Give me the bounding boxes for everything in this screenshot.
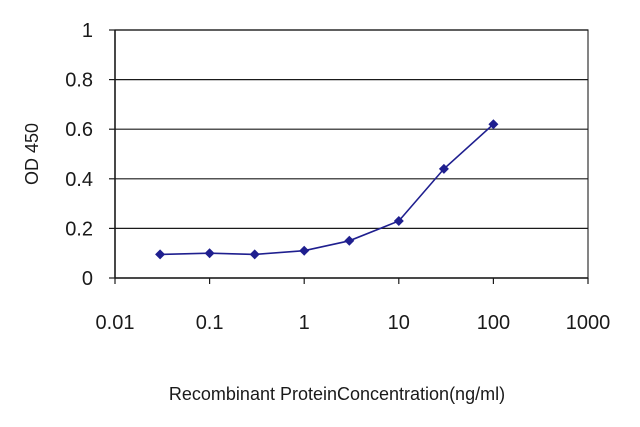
data-point [438,163,449,174]
y-tick-label: 0 [82,268,93,290]
y-axis-title: OD 450 [22,123,42,185]
series-line [160,123,494,256]
y-tick-label: 1 [82,20,93,42]
data-point [299,245,310,256]
x-tick-label: 1000 [566,312,611,334]
x-tick-label: 100 [477,312,510,334]
data-point [204,248,215,259]
y-axis-ticks: 0 0.2 0.4 0.6 0.8 1 [65,20,115,290]
x-tick-label: 0.1 [196,312,224,334]
x-axis-ticks: 0.01 0.1 1 10 100 1000 [96,278,611,334]
y-tick-label: 0.6 [65,119,93,141]
series-group [155,119,499,260]
data-point [393,216,404,226]
y-tick-label: 0.4 [65,169,93,191]
y-tick-label: 0.8 [65,70,93,92]
gridlines [115,29,588,229]
plot-area [114,29,589,279]
y-tick-label: 0.2 [65,218,93,240]
data-point [344,235,355,246]
x-axis-title: Recombinant ProteinConcentration(ng/ml) [169,384,505,404]
data-point [249,249,260,260]
x-tick-label: 10 [388,312,410,334]
data-point [155,249,166,260]
data-point [488,119,499,130]
x-tick-label: 1 [299,312,310,334]
x-tick-label: 0.01 [96,312,135,334]
